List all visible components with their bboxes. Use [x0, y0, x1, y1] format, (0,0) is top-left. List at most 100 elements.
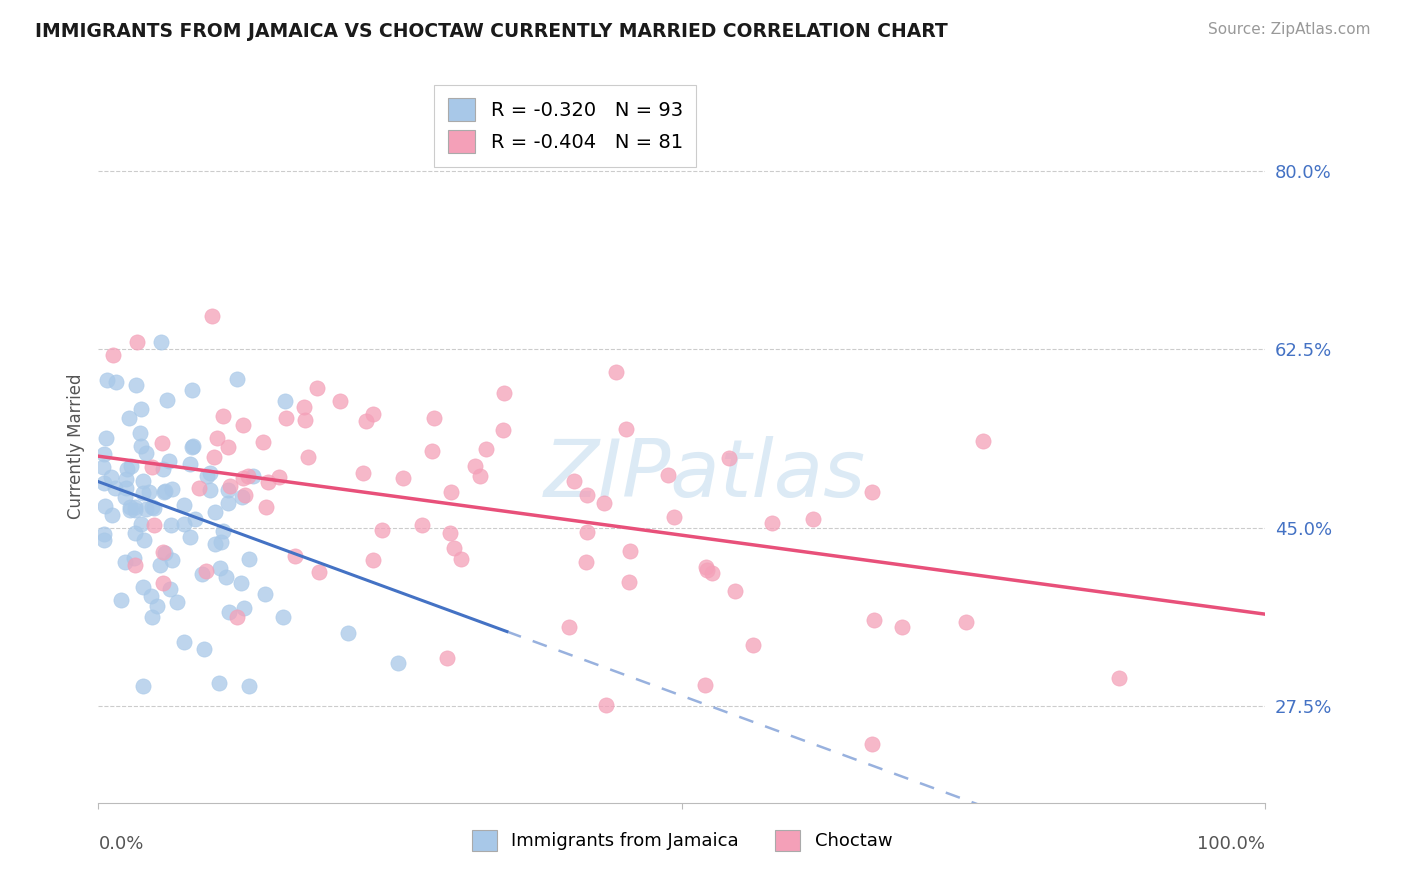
Point [436, 651, 458, 665]
Point [231, 575, 253, 590]
Point [215, 569, 238, 583]
Point [156, 392, 179, 407]
Point [193, 642, 215, 657]
Point [329, 393, 352, 408]
Point [494, 385, 516, 400]
Point [132, 485, 155, 500]
Point [138, 484, 160, 499]
Point [153, 484, 176, 499]
Legend: Immigrants from Jamaica, Choctaw: Immigrants from Jamaica, Choctaw [464, 822, 900, 858]
Point [443, 541, 465, 556]
Point [173, 517, 195, 532]
Point [387, 656, 409, 670]
Point [595, 698, 617, 713]
Point [205, 431, 228, 445]
Point [1108, 672, 1130, 686]
Point [181, 384, 204, 398]
Point [695, 559, 717, 574]
Point [605, 366, 627, 380]
Point [492, 423, 515, 437]
Point [468, 468, 491, 483]
Point [129, 402, 152, 417]
Point [423, 411, 446, 425]
Point [115, 472, 138, 486]
Point [209, 535, 232, 549]
Point [100, 470, 122, 484]
Point [195, 468, 218, 483]
Point [226, 610, 249, 624]
Point [173, 498, 195, 512]
Point [232, 471, 254, 485]
Point [145, 599, 167, 614]
Point [232, 417, 254, 432]
Point [575, 555, 598, 569]
Point [132, 580, 155, 594]
Point [254, 587, 277, 601]
Point [860, 737, 883, 751]
Point [132, 679, 155, 693]
Point [114, 490, 136, 504]
Point [104, 482, 127, 496]
Point [114, 556, 136, 570]
Point [592, 496, 614, 510]
Point [152, 462, 174, 476]
Point [242, 468, 264, 483]
Point [741, 638, 763, 652]
Point [308, 565, 330, 579]
Point [184, 512, 207, 526]
Point [118, 503, 141, 517]
Point [702, 566, 724, 580]
Point [152, 545, 174, 559]
Point [238, 552, 260, 566]
Point [149, 335, 172, 350]
Point [271, 610, 294, 624]
Point [475, 442, 498, 456]
Point [238, 679, 260, 693]
Point [129, 516, 152, 531]
Point [657, 468, 679, 483]
Point [218, 441, 240, 455]
Point [361, 553, 384, 567]
Point [204, 537, 226, 551]
Point [225, 372, 247, 386]
Point [256, 475, 278, 490]
Point [152, 575, 174, 590]
Point [129, 439, 152, 453]
Point [391, 471, 413, 485]
Point [96, 431, 118, 445]
Point [93, 447, 115, 461]
Point [198, 466, 221, 480]
Point [219, 479, 242, 493]
Point [118, 410, 141, 425]
Point [93, 475, 115, 490]
Point [179, 530, 201, 544]
Point [617, 575, 640, 590]
Point [101, 348, 124, 362]
Point [803, 512, 825, 526]
Point [100, 508, 122, 522]
Point [297, 450, 319, 465]
Point [143, 500, 166, 515]
Point [284, 549, 307, 563]
Text: IMMIGRANTS FROM JAMAICA VS CHOCTAW CURRENTLY MARRIED CORRELATION CHART: IMMIGRANTS FROM JAMAICA VS CHOCTAW CURRE… [35, 22, 948, 41]
Point [159, 582, 181, 596]
Point [157, 454, 180, 468]
Point [166, 595, 188, 609]
Point [972, 434, 994, 448]
Point [232, 600, 254, 615]
Text: 0.0%: 0.0% [98, 835, 143, 853]
Point [110, 593, 132, 607]
Point [267, 470, 290, 484]
Point [104, 375, 127, 389]
Point [696, 564, 718, 578]
Point [179, 457, 201, 471]
Point [173, 634, 195, 648]
Point [160, 482, 183, 496]
Point [200, 483, 222, 497]
Point [188, 481, 211, 495]
Point [718, 450, 741, 465]
Point [254, 500, 277, 514]
Point [93, 526, 115, 541]
Point [464, 459, 486, 474]
Point [120, 458, 142, 473]
